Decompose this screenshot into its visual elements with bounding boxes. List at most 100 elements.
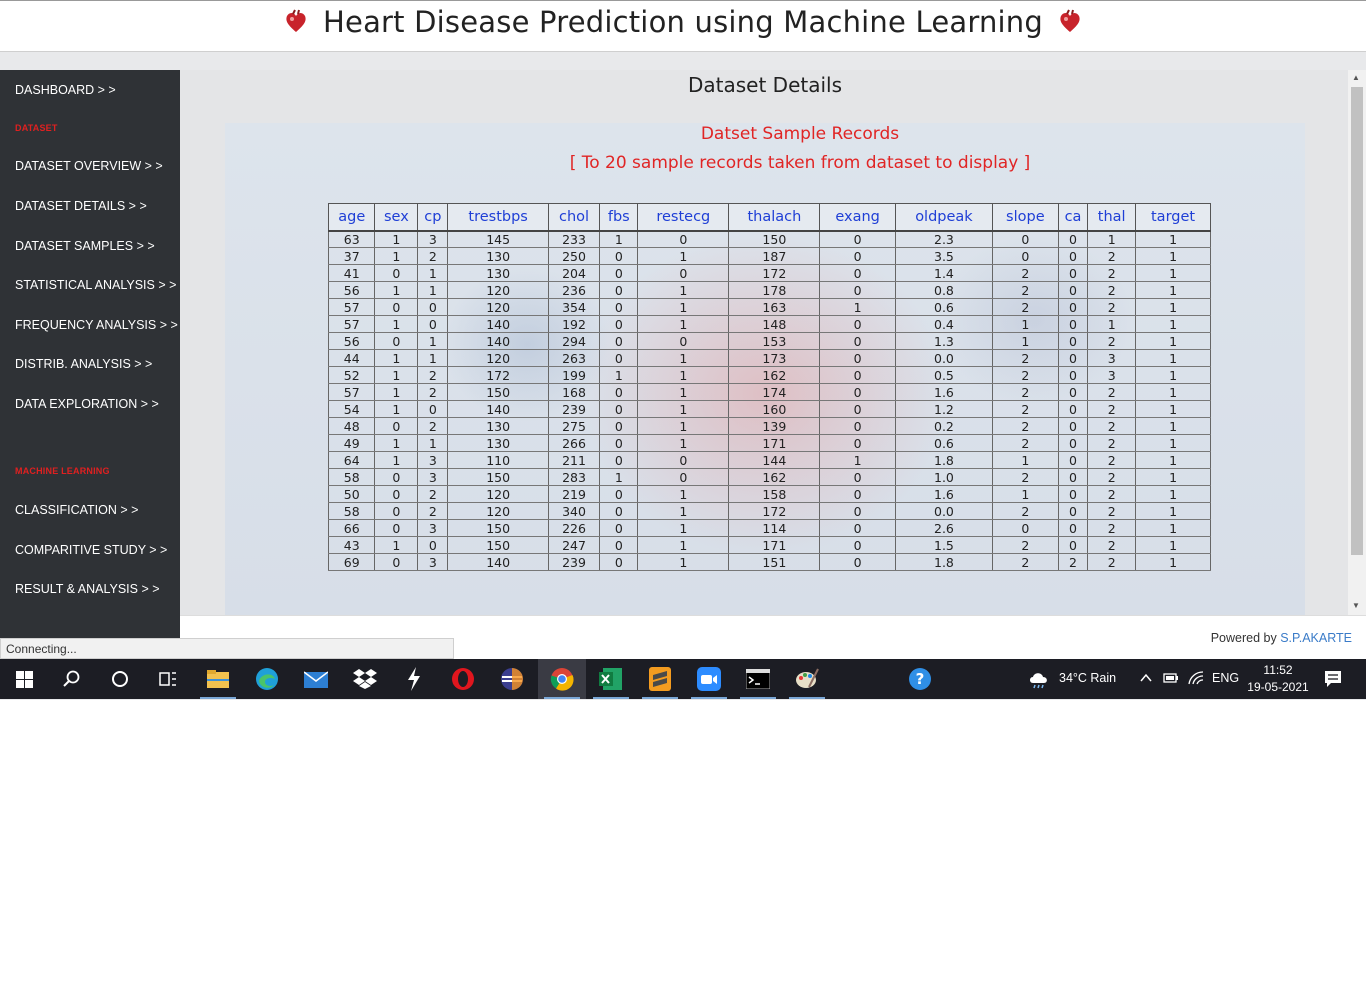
task-view-icon[interactable] [144,659,192,699]
scroll-up-arrow-icon[interactable]: ▲ [1352,73,1360,82]
scrollbar-thumb[interactable] [1351,87,1363,555]
table-row: 56 0 1 140 294 0 0 153 0 1.3 1 0 2 1 [327,332,1211,350]
terminal-icon[interactable] [734,659,782,699]
edge-icon[interactable] [243,659,291,699]
notifications-icon[interactable] [1324,670,1342,688]
table-cell: 1.3 [894,332,994,350]
sidebar-item-dataset-details[interactable]: DATASET DETAILS > > [15,199,147,213]
table-cell: 1.2 [894,400,994,418]
table-cell: 130 [447,417,549,435]
table-cell: 1 [1135,281,1211,299]
table-cell: 0 [819,332,896,350]
table-cell: 1 [637,553,730,571]
table-cell: 1.6 [894,485,994,503]
battery-icon[interactable] [1163,672,1179,684]
table-cell: 0 [1057,485,1089,503]
paint-icon[interactable] [783,659,831,699]
table-cell: 1 [374,434,419,452]
sidebar-item-result-analysis[interactable]: RESULT & ANALYSIS > > [15,582,160,596]
table-cell: 173 [728,349,821,367]
sidebar-item-dashboard[interactable]: DASHBOARD > > [15,83,116,97]
active-indicator [691,697,727,699]
cortana-icon[interactable] [96,659,144,699]
vertical-scrollbar[interactable]: ▲ ▼ [1348,70,1366,615]
chrome-icon[interactable] [538,659,586,699]
table-cell: 130 [447,247,549,265]
table-cell: 2.6 [894,519,994,537]
table-cell: 0 [819,247,896,265]
table-cell: 0 [1057,230,1089,248]
file-explorer-icon[interactable] [194,659,242,699]
table-cell: 1 [992,315,1059,333]
table-cell: 1 [637,485,730,503]
table-cell: 0.8 [894,281,994,299]
active-indicator [642,697,678,699]
author-link[interactable]: S.P.AKARTE [1280,631,1352,645]
table-cell: 0.4 [894,315,994,333]
table-cell: 0 [1057,519,1089,537]
main-content: Dataset Details Datset Sample Records [ … [180,70,1348,615]
table-cell: 0 [819,400,896,418]
table-cell: 2 [1087,400,1137,418]
scroll-down-arrow-icon[interactable]: ▼ [1352,601,1360,610]
zoom-icon[interactable] [685,659,733,699]
table-row: 63 1 3 145 233 1 0 150 0 2.3 0 0 1 1 [327,230,1211,248]
opera-icon[interactable] [439,659,487,699]
powered-by: Powered by S.P.AKARTE [1211,631,1352,645]
table-cell: 172 [728,502,821,520]
dropbox-icon[interactable] [341,659,389,699]
table-cell: 171 [728,536,821,554]
table-row: 58 0 2 120 340 0 1 172 0 0.0 2 0 2 1 [327,502,1211,520]
table-cell: 0 [819,230,896,248]
mail-icon[interactable] [292,659,340,699]
table-cell: 3 [417,553,449,571]
sidebar-item-comparitive-study[interactable]: COMPARITIVE STUDY > > [15,543,168,557]
sidebar-item-distrib-analysis[interactable]: DISTRIB. ANALYSIS > > [15,357,153,371]
table-cell: 120 [447,349,549,367]
eclipse-icon[interactable] [488,659,536,699]
table-cell: 1 [637,434,730,452]
sidebar-item-dataset-overview[interactable]: DATASET OVERVIEW > > [15,159,163,173]
help-icon[interactable]: ? [896,659,944,699]
table-cell: 50 [327,485,376,503]
windows-start-icon[interactable] [0,659,48,699]
table-cell: 0 [599,332,639,350]
lightning-app-icon[interactable] [390,659,438,699]
table-cell: 171 [728,434,821,452]
table-cell: 151 [728,553,821,571]
table-cell: 0 [819,502,896,520]
table-cell: 3 [417,451,449,469]
column-header: cp [417,203,449,232]
chevron-up-icon[interactable] [1140,673,1152,683]
table-cell: 120 [447,502,549,520]
sublime-text-icon[interactable] [636,659,684,699]
table-cell: 1 [1135,468,1211,486]
table-cell: 2 [1057,553,1089,571]
table-cell: 0 [637,230,730,248]
table-cell: 2 [1087,553,1137,571]
table-cell: 0 [819,536,896,554]
table-cell: 0 [599,434,639,452]
sample-records-panel: Datset Sample Records [ To 20 sample rec… [225,123,1305,615]
sidebar-item-dataset-samples[interactable]: DATASET SAMPLES > > [15,239,155,253]
table-cell: 0 [599,247,639,265]
table-cell: 1 [1135,349,1211,367]
table-row: 57 1 2 150 168 0 1 174 0 1.6 2 0 2 1 [327,383,1211,401]
sidebar-item-frequency-analysis[interactable]: FREQUENCY ANALYSIS > > [15,318,178,332]
search-icon[interactable] [48,659,96,699]
excel-icon[interactable] [587,659,635,699]
app-header: Heart Disease Prediction using Machine L… [0,0,1366,52]
wifi-icon[interactable] [1188,671,1204,685]
table-cell: 0 [374,502,419,520]
language-indicator[interactable]: ENG [1212,671,1240,685]
weather-text[interactable]: 34°C Rain [1059,671,1117,685]
sidebar-item-classification[interactable]: CLASSIFICATION > > [15,503,139,517]
sidebar-item-data-exploration[interactable]: DATA EXPLORATION > > [15,397,159,411]
table-cell: 150 [447,536,549,554]
sidebar-item-statistical-analysis[interactable]: STATISTICAL ANALYSIS > > [15,278,177,292]
table-cell: 0 [374,264,419,282]
table-cell: 354 [547,298,601,316]
table-cell: 0 [819,417,896,435]
table-cell: 0 [819,468,896,486]
clock[interactable]: 11:52 19-05-2021 [1242,662,1314,696]
